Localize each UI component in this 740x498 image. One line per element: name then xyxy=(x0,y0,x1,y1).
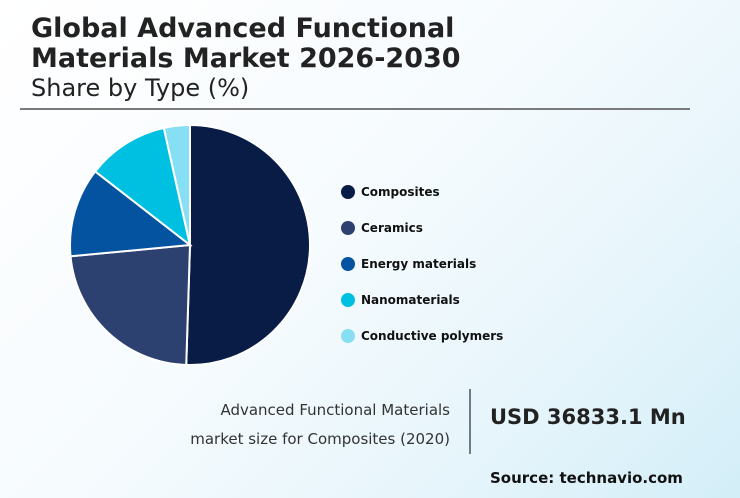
source-credit: Source: technavio.com xyxy=(490,469,683,487)
chart-title: Global Advanced Functional Materials Mar… xyxy=(31,14,461,74)
pie-slice-energy-materials xyxy=(69,170,193,258)
legend-label: Composites xyxy=(361,185,440,199)
legend-dot-icon xyxy=(341,329,355,343)
pie-slice-nanomaterials xyxy=(93,126,192,248)
legend-dot-icon xyxy=(341,257,355,271)
legend-item-conductive-polymers: Conductive polymers xyxy=(341,318,503,354)
legend-label: Conductive polymers xyxy=(361,329,504,343)
pie-slice-ceramics xyxy=(69,243,192,366)
pie-slice-conductive-polymers xyxy=(162,123,191,246)
legend-item-energy-materials: Energy materials xyxy=(341,246,503,282)
legend-label: Energy materials xyxy=(361,257,477,271)
legend-dot-icon xyxy=(341,185,355,199)
header-divider xyxy=(20,108,690,110)
title-line-1: Global Advanced Functional xyxy=(31,13,455,44)
market-size-description: Advanced Functional Materials market siz… xyxy=(190,396,450,454)
legend-item-nanomaterials: Nanomaterials xyxy=(341,282,503,318)
legend-item-composites: Composites xyxy=(341,174,503,210)
footer-divider xyxy=(469,389,471,454)
title-line-2: Materials Market 2026-2030 xyxy=(31,43,461,74)
pie-slice-composites xyxy=(185,123,311,366)
legend-label: Nanomaterials xyxy=(361,293,460,307)
description-line-2: market size for Composites (2020) xyxy=(190,430,450,448)
pie-chart xyxy=(69,123,311,366)
legend-dot-icon xyxy=(341,221,355,235)
legend: Composites Ceramics Energy materials Nan… xyxy=(341,174,503,354)
legend-label: Ceramics xyxy=(361,221,423,235)
description-line-1: Advanced Functional Materials xyxy=(220,401,450,419)
market-size-value: USD 36833.1 Mn xyxy=(490,405,686,429)
chart-subtitle: Share by Type (%) xyxy=(31,74,250,102)
legend-item-ceramics: Ceramics xyxy=(341,210,503,246)
legend-dot-icon xyxy=(341,293,355,307)
